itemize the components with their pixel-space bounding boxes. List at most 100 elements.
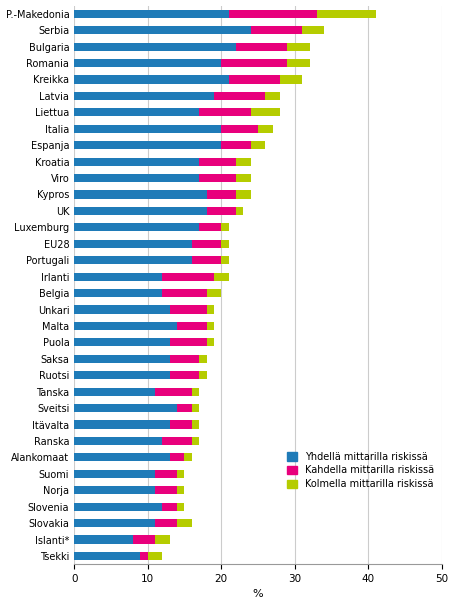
Bar: [74, 519, 155, 527]
Bar: [199, 174, 236, 182]
Bar: [74, 141, 221, 149]
Bar: [236, 42, 287, 51]
Bar: [221, 125, 258, 133]
Bar: [229, 76, 280, 83]
Bar: [192, 388, 199, 396]
Bar: [192, 240, 221, 248]
Bar: [74, 469, 155, 478]
Bar: [170, 420, 192, 428]
Bar: [207, 338, 214, 347]
Bar: [177, 404, 192, 412]
Bar: [221, 240, 229, 248]
X-axis label: %: %: [253, 589, 263, 600]
Bar: [199, 371, 207, 379]
Bar: [199, 355, 207, 363]
Bar: [74, 76, 229, 83]
Bar: [74, 256, 192, 264]
Bar: [221, 256, 229, 264]
Bar: [207, 322, 214, 330]
Bar: [251, 141, 266, 149]
Bar: [184, 453, 192, 462]
Bar: [177, 486, 184, 494]
Bar: [170, 371, 199, 379]
Bar: [287, 42, 310, 51]
Bar: [199, 223, 221, 232]
Bar: [170, 355, 199, 363]
Bar: [163, 272, 214, 281]
Bar: [236, 174, 251, 182]
Bar: [74, 420, 170, 428]
Bar: [207, 207, 236, 215]
Bar: [74, 26, 251, 34]
Bar: [74, 92, 214, 100]
Bar: [317, 10, 376, 18]
Bar: [258, 125, 273, 133]
Bar: [199, 108, 251, 116]
Bar: [74, 371, 170, 379]
Bar: [229, 10, 317, 18]
Bar: [74, 240, 192, 248]
Bar: [74, 125, 221, 133]
Bar: [207, 191, 236, 198]
Bar: [177, 322, 207, 330]
Bar: [199, 157, 236, 166]
Bar: [163, 437, 192, 445]
Bar: [74, 207, 207, 215]
Bar: [155, 519, 177, 527]
Bar: [251, 108, 280, 116]
Bar: [74, 59, 221, 67]
Bar: [192, 437, 199, 445]
Bar: [192, 404, 199, 412]
Bar: [251, 26, 302, 34]
Bar: [74, 223, 199, 232]
Bar: [207, 289, 221, 297]
Bar: [155, 469, 177, 478]
Bar: [74, 289, 163, 297]
Bar: [221, 141, 251, 149]
Bar: [140, 552, 148, 560]
Bar: [74, 535, 133, 544]
Bar: [74, 42, 236, 51]
Bar: [74, 486, 155, 494]
Bar: [236, 191, 251, 198]
Bar: [74, 306, 170, 313]
Bar: [74, 174, 199, 182]
Bar: [163, 503, 177, 511]
Bar: [74, 157, 199, 166]
Bar: [302, 26, 324, 34]
Bar: [266, 92, 280, 100]
Bar: [148, 552, 163, 560]
Bar: [74, 388, 155, 396]
Bar: [170, 338, 207, 347]
Bar: [192, 420, 199, 428]
Bar: [236, 157, 251, 166]
Bar: [170, 306, 207, 313]
Bar: [163, 289, 207, 297]
Bar: [74, 453, 170, 462]
Bar: [74, 338, 170, 347]
Bar: [207, 306, 214, 313]
Bar: [214, 272, 229, 281]
Bar: [74, 437, 163, 445]
Bar: [236, 207, 243, 215]
Bar: [280, 76, 302, 83]
Bar: [155, 486, 177, 494]
Bar: [74, 191, 207, 198]
Bar: [221, 59, 287, 67]
Bar: [192, 256, 221, 264]
Bar: [155, 535, 170, 544]
Legend: Yhdellä mittarilla riskissä, Kahdella mittarilla riskissä, Kolmella mittarilla r: Yhdellä mittarilla riskissä, Kahdella mi…: [285, 449, 437, 492]
Bar: [74, 108, 199, 116]
Bar: [287, 59, 310, 67]
Bar: [177, 519, 192, 527]
Bar: [74, 552, 140, 560]
Bar: [133, 535, 155, 544]
Bar: [74, 404, 177, 412]
Bar: [214, 92, 266, 100]
Bar: [74, 355, 170, 363]
Bar: [74, 272, 163, 281]
Bar: [177, 469, 184, 478]
Bar: [170, 453, 184, 462]
Bar: [74, 322, 177, 330]
Bar: [74, 10, 229, 18]
